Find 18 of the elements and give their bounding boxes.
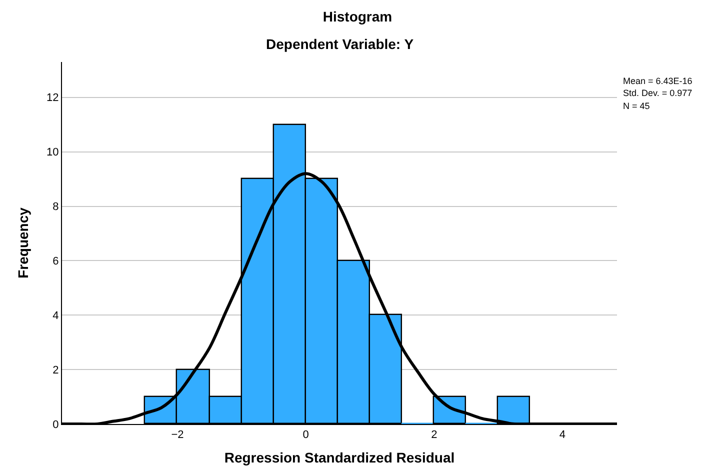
- y-tick-label: 6: [52, 256, 59, 268]
- y-tick-label: 10: [46, 146, 59, 159]
- y-tick-label: 4: [52, 310, 59, 322]
- y-tick-label: 12: [46, 92, 59, 104]
- x-axis-title: Regression Standardized Residual: [224, 450, 455, 466]
- x-tick-label: −2: [171, 429, 184, 442]
- text: Std. Dev. = 0.977: [623, 88, 692, 98]
- text: N = 45: [623, 101, 650, 111]
- x-tick-label: 2: [431, 429, 438, 442]
- y-tick-label: 2: [52, 364, 59, 376]
- chart-subtitle: Dependent Variable: Y: [266, 36, 414, 52]
- x-tick-label: 4: [559, 429, 566, 442]
- y-axis-title: Frequency: [15, 207, 32, 278]
- x-tick-label: 0: [302, 429, 309, 442]
- text: Mean = 6.43E-16: [623, 76, 692, 86]
- y-tick-label: 0: [52, 418, 59, 431]
- chart-title: Histogram: [322, 8, 392, 25]
- y-tick-label: 8: [52, 201, 59, 214]
